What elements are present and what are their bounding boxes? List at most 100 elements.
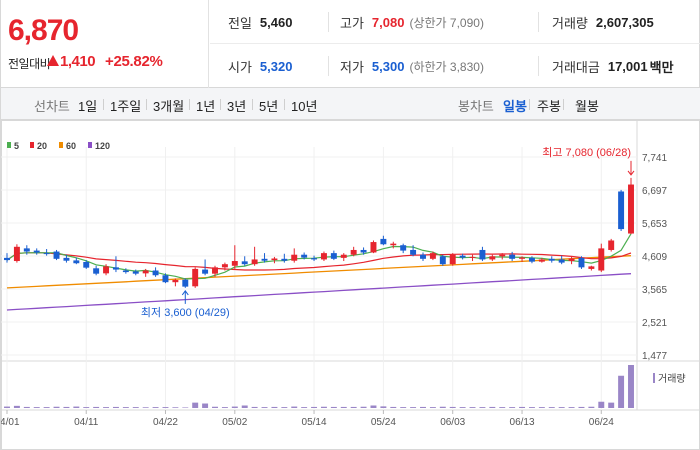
volume-bar [429,407,436,408]
volume-bar [469,407,476,408]
period-daily-button[interactable]: 일봉 [503,99,527,114]
volume-bar [83,407,90,408]
volume-bar [420,406,426,408]
volume-bar [598,401,605,408]
volume-bar [400,407,407,408]
volume-bar [340,406,347,408]
volume-bar [568,407,575,408]
candle-body [568,258,575,262]
candle-body [410,249,417,255]
volume-label: 거래량 [552,15,588,31]
candle-body [509,254,516,259]
candle-body [618,191,625,230]
volume-bar [330,406,337,408]
volume-bar [122,407,129,408]
open-label: 시가 [228,59,252,75]
candle-body [212,267,218,274]
candle-body [320,253,327,260]
volume-bar [360,406,367,408]
range-1w-button[interactable]: 1주일 [110,99,142,114]
candle-body [53,251,60,259]
candle-body [63,257,70,261]
range-1d-button[interactable]: 1일 [78,99,98,114]
open-price: 시가 5,320 [228,44,292,88]
volume-bar [231,406,238,408]
low-value: 5,300 [371,58,405,74]
prev-close-label: 전일 [228,15,252,31]
legend-swatch [88,142,92,148]
volume-bar [548,407,555,408]
volume-bar [13,405,20,408]
volume-value: 2,607,305 [595,14,654,30]
min-annotation: 최저 3,600 (04/29) [141,306,230,319]
volume-bar [241,405,248,408]
legend-swatch [30,142,34,148]
high-value: 7,080 [371,14,405,30]
candle-body [103,266,110,274]
volume-bar [380,406,387,408]
candle-body [528,257,535,262]
volume-bar [23,406,30,408]
range-3m-button[interactable]: 3개월 [153,99,185,114]
candle-body [479,249,486,260]
divider [146,99,147,110]
period-weekly-button[interactable]: 주봉 [537,99,561,114]
range-5y-button[interactable]: 5년 [259,99,279,114]
volume: 거래량 2,607,305 [552,0,654,44]
volume-bar [162,407,169,408]
chart-svg: 7,741 6,697 5,653 4,609 3,565 2,521 1,477 04/01… [0,120,700,450]
candle-body [291,254,298,261]
range-10y-button[interactable]: 10년 [291,99,318,114]
volume-bar [112,406,119,408]
candle-body [301,254,308,258]
divider [328,12,329,32]
volume-bar [311,406,318,408]
candle-body [152,270,159,276]
range-3y-button[interactable]: 3년 [227,99,247,114]
stats-row-2: 시가 5,320 저가 5,300 (하한가 3,830) 거래대금 17,00… [210,44,700,88]
amount-unit: 백만 [649,59,674,75]
volume-bar [370,405,377,408]
chart-frame [1,120,700,450]
candle-body [13,246,20,262]
volume-bar [390,406,397,408]
candle-body [83,261,90,268]
x-tick-label: 05/14 [302,417,327,428]
candle-body [628,184,634,234]
volume-bar [103,407,110,408]
ma60-line [6,255,632,289]
candle-body [4,257,10,261]
x-tick-label: 04/11 [74,417,99,428]
candle-body [608,240,615,250]
candle-body [558,259,565,263]
candle-body [182,279,189,287]
chart-toolbar: 선차트 1일 1주일 3개월 1년 3년 5년 10년 봉차트 일봉 주봉 월봉 [1,88,700,120]
volume-bar [251,406,258,408]
change-value: 1,410 [60,53,96,70]
candle-body [499,254,506,257]
volume-bar [271,406,278,408]
candle-body [221,264,228,268]
y-tick-label: 1,477 [642,351,667,362]
change-percent: +25.82% [105,53,163,70]
candle-body [261,258,268,261]
candle-body [43,253,50,255]
divider [103,99,104,110]
ma5-line [6,233,632,280]
volume-bar [459,407,466,408]
candle-body [241,261,248,265]
candle-body [172,279,179,283]
candlestick-chart: 7,741 6,697 5,653 4,609 3,565 2,521 1,477 04/01… [0,120,700,450]
volume-bar [291,406,298,408]
candle-body [390,243,397,246]
quote-stats: 전일 5,460 고가 7,080 (상한가 7,090) 거래량 2,607,… [210,0,700,88]
y-tick-label: 7,741 [642,153,667,164]
low-label: 저가 [340,59,364,75]
y-tick-label: 2,521 [642,318,667,329]
legend-label: 20 [37,141,47,151]
period-monthly-button[interactable]: 월봉 [575,99,599,114]
range-1y-button[interactable]: 1년 [196,99,216,114]
min-arrow-head [181,290,189,296]
volume-bar [221,407,228,408]
volume-bar [528,407,535,408]
